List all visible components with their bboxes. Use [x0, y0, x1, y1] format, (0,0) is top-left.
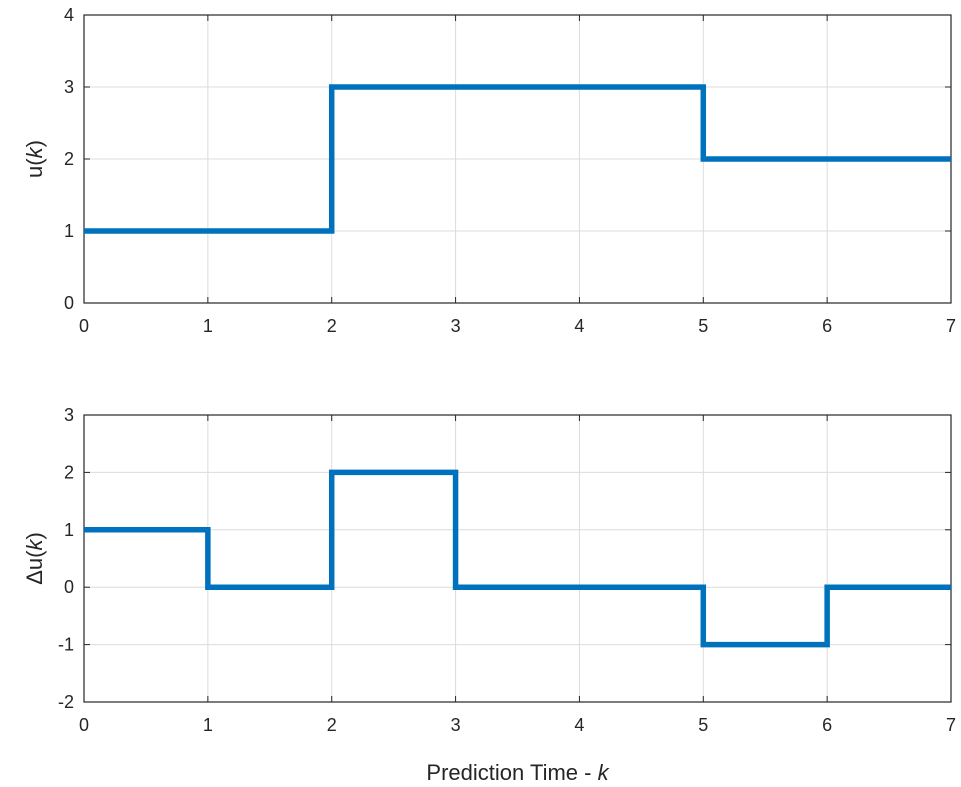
- y-tick-label: 0: [64, 577, 74, 597]
- x-tick-label: 2: [327, 715, 337, 735]
- x-tick-label: 6: [822, 715, 832, 735]
- x-tick-label: 4: [574, 316, 584, 336]
- y-tick-label: 4: [64, 5, 74, 25]
- x-tick-label: 7: [946, 715, 956, 735]
- x-tick-label: 7: [946, 316, 956, 336]
- series-line: [84, 469, 951, 648]
- axes-box: [83, 414, 952, 703]
- x-tick-label: 3: [451, 316, 461, 336]
- x-tick-label: 1: [203, 316, 213, 336]
- x-tick-label: 0: [79, 316, 89, 336]
- y-axis-label: u(k): [22, 140, 47, 178]
- y-tick-label: 3: [64, 77, 74, 97]
- x-tick-label: 1: [203, 715, 213, 735]
- x-tick-label: 2: [327, 316, 337, 336]
- x-tick-label: 3: [451, 715, 461, 735]
- x-tick-label: 0: [79, 715, 89, 735]
- y-tick-label: 0: [64, 293, 74, 313]
- subplot-delta-u: 0 1 2 3 4 5 6 7 -2 -1 0 1 2 3 Δu(k) Prediction Time - k: [22, 405, 956, 785]
- y-tick-label: -1: [58, 635, 74, 655]
- x-tick-label: 4: [574, 715, 584, 735]
- y-tick-label: 2: [64, 149, 74, 169]
- x-axis-label: Prediction Time - k: [426, 760, 609, 785]
- x-tick-label: 5: [698, 715, 708, 735]
- y-tick-label: 1: [64, 520, 74, 540]
- x-tick-label: 5: [698, 316, 708, 336]
- y-tick-label: 1: [64, 221, 74, 241]
- y-tick-label: 2: [64, 462, 74, 482]
- y-tick-label: 3: [64, 405, 74, 425]
- x-tick-label: 6: [822, 316, 832, 336]
- series-line: [84, 84, 951, 234]
- subplot-u: 0 1 2 3 4 5 6 7 0 1 2 3 4 u(k): [22, 5, 956, 336]
- y-axis-label: Δu(k): [22, 532, 47, 585]
- y-tick-label: -2: [58, 692, 74, 712]
